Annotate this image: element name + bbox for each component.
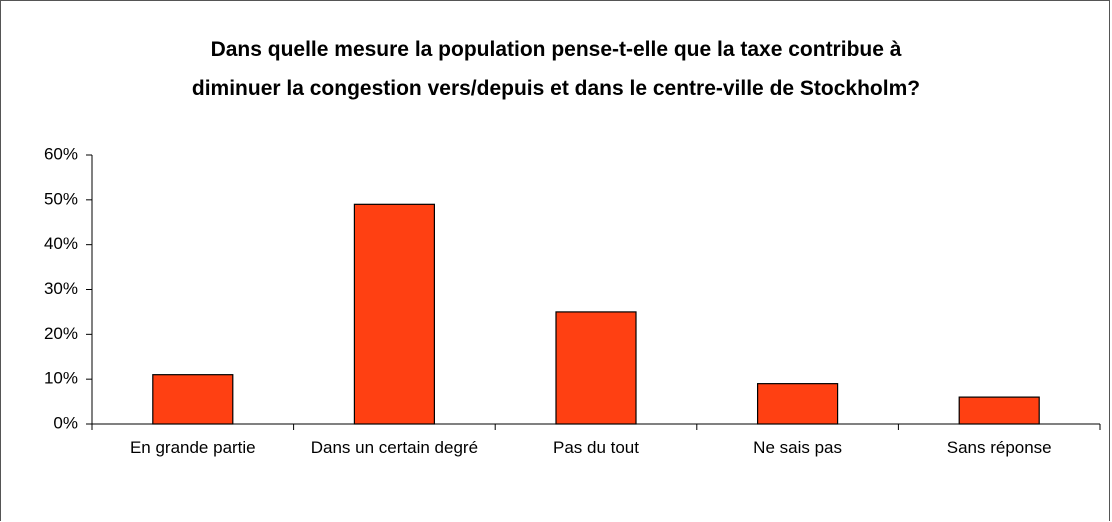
bar	[756, 383, 839, 425]
bar	[555, 311, 637, 425]
y-tick-label: 30%	[44, 279, 78, 298]
y-tick-label: 50%	[44, 189, 78, 208]
y-tick-label: 0%	[53, 413, 78, 432]
y-tick-label: 60%	[44, 144, 78, 163]
bar	[353, 203, 435, 425]
bar	[152, 374, 234, 425]
x-tick-label: Sans réponse	[946, 438, 1052, 457]
x-tick-label: Ne sais pas	[753, 438, 842, 457]
chart-title: Dans quelle mesure la population pense-t…	[191, 38, 921, 100]
x-tick-label: Dans un certain degré	[310, 438, 479, 457]
x-tick-label: En grande partie	[129, 438, 256, 457]
y-tick-label: 10%	[44, 369, 78, 388]
bar	[958, 396, 1040, 425]
x-tick-label: Pas du tout	[552, 438, 639, 457]
y-tick-label: 40%	[44, 234, 78, 253]
y-tick-label: 20%	[44, 324, 78, 343]
